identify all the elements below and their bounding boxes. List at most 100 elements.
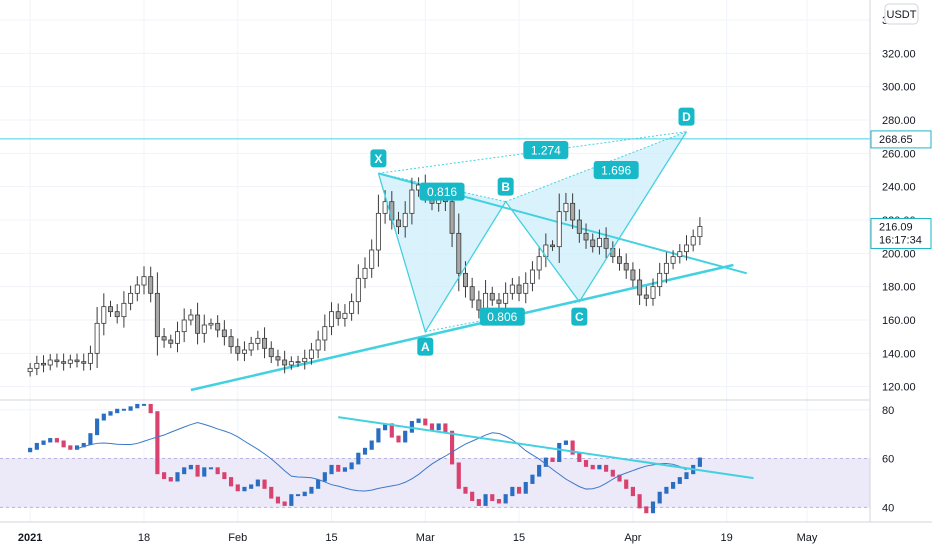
candle-body bbox=[141, 276, 147, 286]
candle-body bbox=[148, 276, 154, 294]
candle bbox=[47, 354, 53, 371]
rsi-bar bbox=[429, 423, 435, 431]
candle bbox=[409, 177, 415, 225]
candle bbox=[369, 239, 375, 278]
candle-body bbox=[315, 339, 321, 351]
candle bbox=[496, 293, 502, 310]
candle bbox=[161, 328, 167, 348]
ratio-label-box bbox=[523, 141, 569, 159]
candle bbox=[134, 276, 140, 302]
rsi-bar bbox=[503, 494, 508, 504]
candle-body bbox=[570, 202, 576, 221]
candle bbox=[148, 266, 154, 303]
candle-body bbox=[27, 367, 33, 373]
candle-body bbox=[637, 279, 643, 296]
ratio-label: 1.696 bbox=[601, 164, 631, 178]
rsi-trendline[interactable] bbox=[338, 416, 754, 480]
candle-body bbox=[690, 236, 696, 246]
candle bbox=[215, 315, 221, 338]
pattern-point-box bbox=[678, 107, 695, 126]
time-axis[interactable]: 2021 18 Feb 15 Mar 15 Apr 19 May bbox=[18, 532, 818, 544]
candle bbox=[141, 266, 147, 295]
price-tick-label: 200.00 bbox=[882, 248, 916, 260]
rsi-bar bbox=[61, 440, 66, 448]
candle bbox=[121, 291, 127, 328]
candle-body bbox=[697, 226, 703, 238]
rsi-bar bbox=[624, 479, 629, 489]
candle bbox=[536, 246, 542, 280]
candle bbox=[617, 248, 622, 271]
rsi-bar bbox=[644, 506, 649, 514]
rsi-bar bbox=[664, 486, 669, 494]
current-price-tag-text: 216.09 bbox=[879, 222, 913, 234]
candle bbox=[663, 252, 669, 284]
rsi-bar bbox=[671, 481, 676, 489]
rsi-bar bbox=[463, 486, 468, 494]
candle bbox=[235, 338, 241, 361]
target-price-tag-text: 268.65 bbox=[879, 134, 913, 146]
rsi-bar bbox=[617, 474, 622, 482]
candle-body bbox=[349, 301, 355, 314]
candle bbox=[677, 244, 683, 264]
candle-body bbox=[275, 356, 281, 361]
candle-body bbox=[382, 201, 388, 214]
candle bbox=[362, 257, 368, 289]
candle bbox=[603, 227, 609, 259]
candle-body bbox=[503, 292, 509, 304]
candle bbox=[221, 320, 227, 346]
currency-button[interactable]: USDT bbox=[884, 3, 919, 25]
time-tick-label: 15 bbox=[513, 532, 525, 544]
candle bbox=[114, 304, 120, 324]
candle bbox=[583, 223, 589, 249]
candle-body bbox=[509, 284, 515, 294]
candle-body bbox=[282, 359, 288, 366]
rsi-bar bbox=[637, 494, 642, 509]
time-tick-label: 15 bbox=[325, 532, 337, 544]
candle bbox=[657, 262, 663, 297]
rsi-bar bbox=[295, 494, 301, 497]
candle bbox=[396, 211, 401, 235]
candle bbox=[268, 341, 274, 364]
candle-body bbox=[617, 256, 622, 264]
rsi-band-area bbox=[0, 458, 870, 508]
rsi-bar bbox=[456, 462, 461, 489]
rsi-bar bbox=[195, 464, 200, 477]
candle-body bbox=[342, 312, 348, 319]
rsi-bar bbox=[101, 413, 106, 421]
candle-body bbox=[329, 311, 335, 328]
support-trendline[interactable] bbox=[190, 263, 734, 392]
rsi-bar bbox=[416, 418, 421, 423]
rsi-axis[interactable]: 40 60 80 bbox=[882, 405, 894, 515]
rsi-bar bbox=[450, 430, 455, 465]
candle-body bbox=[128, 292, 134, 304]
rsi-bar bbox=[630, 486, 635, 497]
candle bbox=[342, 304, 348, 327]
rsi-band bbox=[0, 458, 870, 508]
candle bbox=[556, 193, 562, 263]
rsi-bar bbox=[436, 423, 441, 431]
pattern-point-label: X bbox=[374, 152, 382, 166]
rsi-bar bbox=[128, 406, 133, 411]
rsi-bar bbox=[289, 494, 294, 506]
rsi-bar bbox=[516, 486, 522, 494]
rsi-tick-label: 40 bbox=[882, 502, 894, 514]
rsi-bar bbox=[168, 477, 173, 482]
rsi-bar bbox=[48, 438, 53, 443]
candle-body bbox=[576, 219, 582, 234]
rsi-bar bbox=[81, 442, 86, 448]
time-tick-label: May bbox=[797, 532, 818, 544]
rsi-bar bbox=[523, 481, 528, 494]
price-tick-label: 320.00 bbox=[882, 48, 916, 60]
candle-body bbox=[61, 361, 67, 364]
time-tick-label: 2021 bbox=[18, 532, 42, 544]
price-tick-label: 280.00 bbox=[882, 115, 916, 127]
rsi-bar bbox=[409, 420, 414, 433]
time-tick-label: Feb bbox=[228, 532, 247, 544]
candle-body bbox=[335, 311, 341, 319]
candle bbox=[168, 334, 174, 349]
pattern-point-label: A bbox=[421, 340, 430, 354]
rsi-bar bbox=[342, 467, 347, 472]
candle bbox=[516, 276, 522, 302]
rsi-bar bbox=[222, 472, 227, 480]
